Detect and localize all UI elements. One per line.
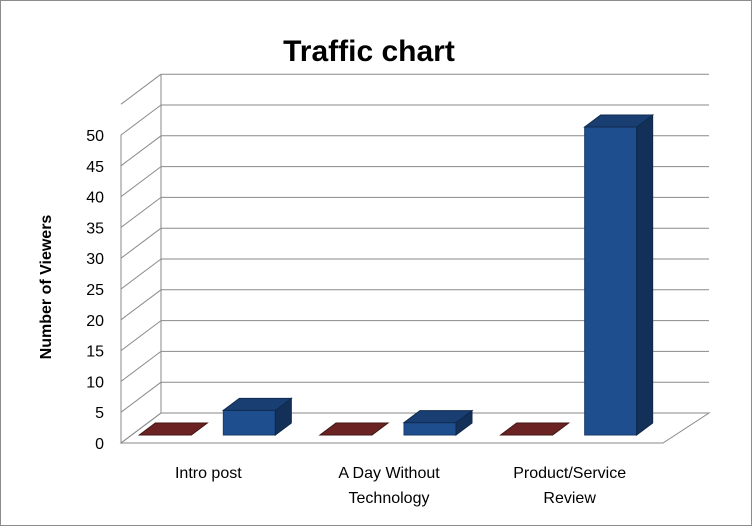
gridline: [120, 73, 709, 105]
bar: [137, 422, 209, 436]
gridline: [120, 104, 709, 136]
y-tick-label: 25: [86, 282, 104, 299]
y-tick-label: 20: [86, 313, 104, 330]
bar: [221, 397, 293, 436]
y-tick-label: 15: [86, 344, 104, 361]
y-tick-label: 10: [86, 374, 104, 391]
y-tick-label: 30: [86, 251, 104, 268]
bar: [499, 422, 571, 436]
bar: [318, 422, 390, 436]
chart-title: Traffic chart: [283, 35, 455, 68]
y-tick-label: 40: [86, 190, 104, 207]
x-category-label: A Day Without Technology: [338, 465, 440, 507]
bar: [583, 114, 655, 436]
x-category-label: Intro post: [175, 465, 242, 482]
y-tick-label: 0: [95, 436, 104, 453]
y-axis-label: Number of Viewers: [38, 215, 55, 360]
y-tick-label: 45: [86, 159, 104, 176]
y-ticks: 0 5 10 15 20 25 30 35 40 45 50: [86, 128, 104, 453]
x-category-label: Product/Service Review: [513, 465, 626, 507]
y-tick-label: 5: [95, 405, 104, 422]
y-tick-label: 50: [86, 128, 104, 145]
bar: [402, 409, 474, 436]
x-category-labels: Intro post A Day Without Technology Product…: [175, 465, 626, 507]
bars: [137, 114, 655, 436]
y-tick-label: 35: [86, 220, 104, 237]
